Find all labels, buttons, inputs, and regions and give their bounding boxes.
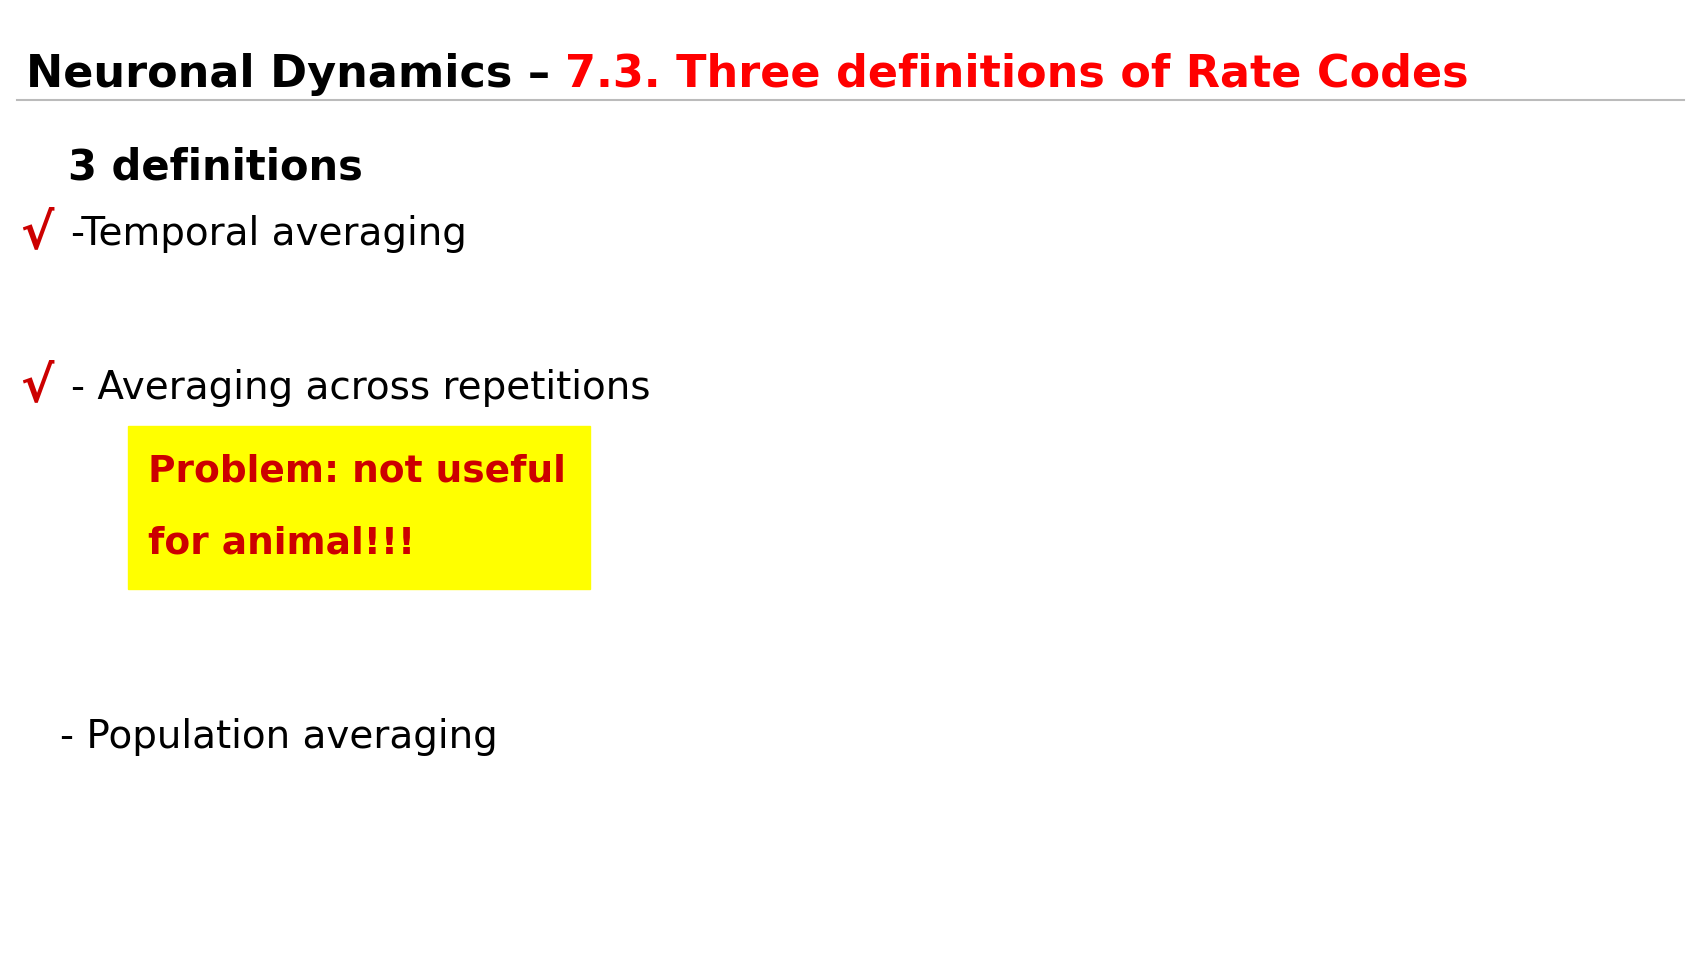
Text: -Temporal averaging: -Temporal averaging xyxy=(71,215,468,254)
Text: 7.3. Three definitions of Rate Codes: 7.3. Three definitions of Rate Codes xyxy=(565,53,1468,96)
Text: Neuronal Dynamics –: Neuronal Dynamics – xyxy=(26,53,565,96)
Text: 3 definitions: 3 definitions xyxy=(68,146,362,189)
Text: Problem: not useful: Problem: not useful xyxy=(148,454,566,489)
Text: √: √ xyxy=(20,364,54,412)
Text: - Population averaging: - Population averaging xyxy=(60,718,497,756)
Text: √: √ xyxy=(20,211,54,258)
Text: - Averaging across repetitions: - Averaging across repetitions xyxy=(71,368,651,407)
Text: for animal!!!: for animal!!! xyxy=(148,525,415,561)
